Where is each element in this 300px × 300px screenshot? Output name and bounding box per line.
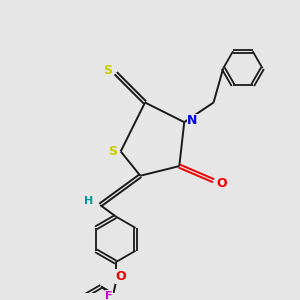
Text: N: N: [187, 114, 198, 127]
Text: S: S: [103, 64, 112, 77]
Text: S: S: [108, 145, 117, 158]
Text: H: H: [84, 196, 94, 206]
Text: F: F: [105, 291, 113, 300]
Text: O: O: [116, 270, 126, 283]
Text: O: O: [217, 177, 227, 190]
